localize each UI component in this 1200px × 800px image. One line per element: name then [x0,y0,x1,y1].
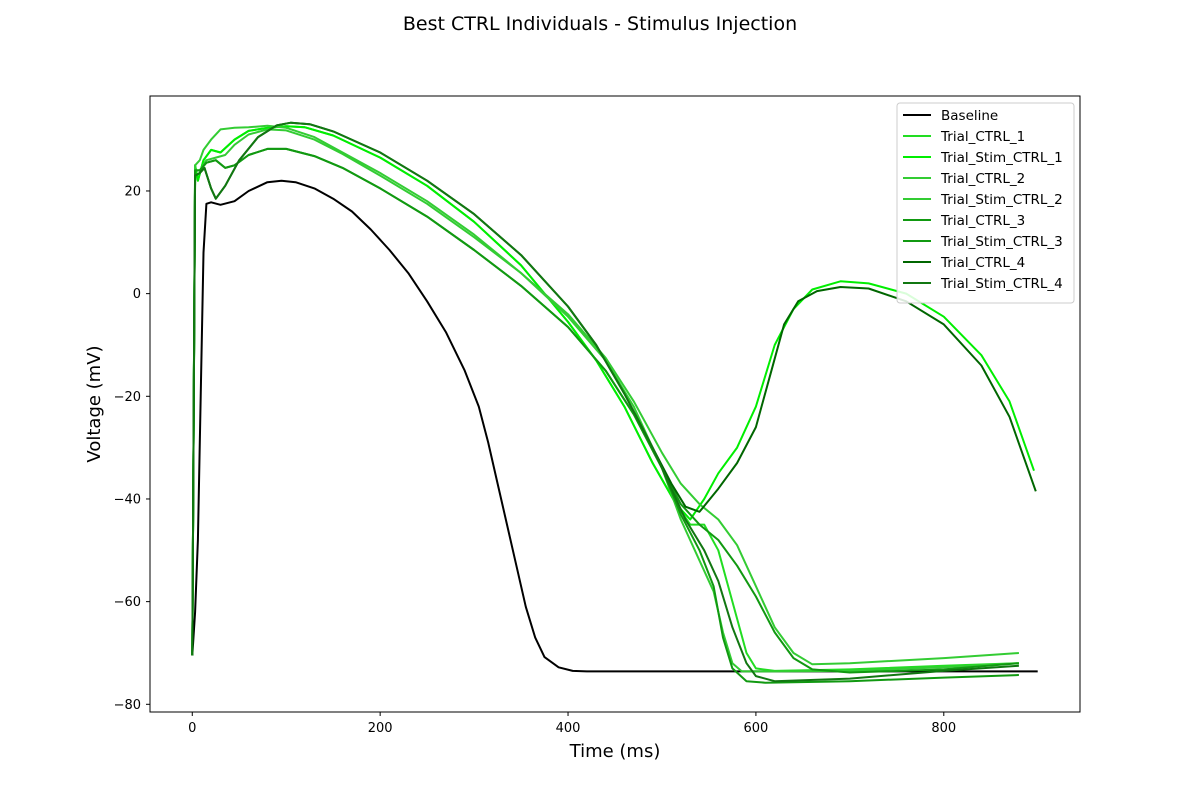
y-tick-label-5: 20 [124,184,141,199]
x-tick-label-3: 600 [743,721,768,736]
series-line-8 [191,121,1019,683]
legend: Baseline Trial_CTRL_1 Trial_Stim_CTRL_1 Tri… [896,102,1075,304]
x-tick-label-1: 200 [368,721,393,736]
series-line-0 [191,179,1038,673]
y-tick-label-4: 0 [133,287,141,302]
series-line-1 [191,125,1019,672]
series-line-2 [191,125,1035,656]
series-line-6 [191,147,1019,684]
x-tick-label-2: 400 [556,721,581,736]
series-line-5 [191,147,1019,674]
plot-frame [149,95,1081,713]
legend-label-6: Trial_Stim_CTRL_3 [940,234,1063,250]
legend-frame [896,102,1075,304]
x-axis-label: Time (ms) [569,741,661,762]
y-tick-label-2: −40 [114,492,141,507]
legend-label-3: Trial_CTRL_2 [940,171,1025,187]
x-tick-label-4: 800 [931,721,956,736]
series-line-3 [191,128,1019,666]
y-tick-label-0: −80 [114,698,141,713]
x-tick-label-0: 0 [188,721,196,736]
y-axis-label: Voltage (mV) [84,345,105,462]
legend-label-7: Trial_CTRL_4 [940,255,1025,271]
legend-label-0: Baseline [941,108,998,124]
chart-title: Best CTRL Individuals - Stimulus Injecti… [403,13,797,35]
series-layer [191,121,1038,684]
series-line-4 [191,124,1019,673]
ticks-layer: 0 200 400 600 800 −80 −60 −40 −20 0 20 [114,184,957,736]
legend-label-4: Trial_Stim_CTRL_2 [940,192,1063,208]
legend-label-1: Trial_CTRL_1 [940,129,1025,145]
y-tick-label-1: −60 [114,595,141,610]
legend-label-8: Trial_Stim_CTRL_4 [940,276,1063,292]
legend-label-2: Trial_Stim_CTRL_1 [940,150,1063,166]
legend-label-5: Trial_CTRL_3 [940,213,1025,229]
y-tick-label-3: −20 [114,390,141,405]
